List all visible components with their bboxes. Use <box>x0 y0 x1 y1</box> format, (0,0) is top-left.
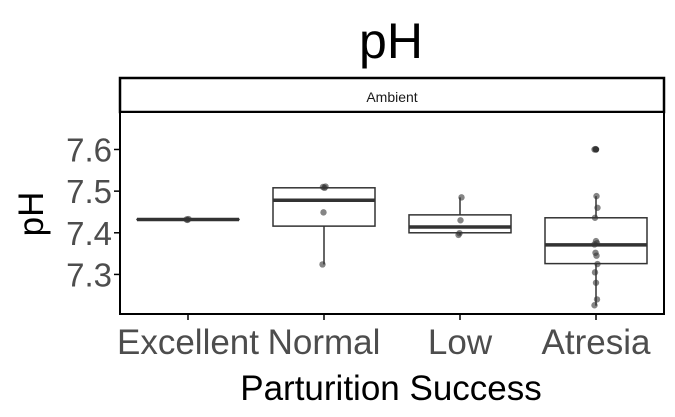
data-point <box>456 230 463 237</box>
data-point <box>593 252 600 259</box>
data-point <box>591 302 598 309</box>
data-point <box>591 241 598 248</box>
chart-title: pH <box>359 13 423 69</box>
box-rect <box>272 187 376 227</box>
data-point <box>319 261 326 268</box>
box-normal <box>272 186 376 265</box>
facet-strip-label: Ambient <box>366 89 417 105</box>
data-point <box>593 296 601 303</box>
y-axis-title: pH <box>12 192 51 237</box>
y-tick-label: 7.4 <box>66 215 112 252</box>
x-tick-label: Excellent <box>117 323 259 362</box>
data-point <box>185 215 192 223</box>
x-tick-label: Atresia <box>542 323 651 362</box>
box-low <box>408 197 512 235</box>
data-point <box>319 183 327 191</box>
data-point <box>592 279 600 286</box>
outlier-point <box>592 146 600 153</box>
data-point <box>591 269 599 276</box>
points-layer <box>183 145 601 309</box>
x-axis-title: Parturition Success <box>240 369 542 408</box>
data-point <box>457 217 464 224</box>
x-axis: Excellent Normal Low Atresia <box>117 314 651 362</box>
data-point <box>591 214 599 221</box>
y-axis: 7.3 7.4 7.5 7.6 <box>66 131 120 293</box>
y-tick-label: 7.3 <box>66 256 112 293</box>
data-point <box>593 192 600 200</box>
y-tick-label: 7.6 <box>66 131 112 168</box>
data-point <box>320 209 327 216</box>
y-tick-label: 7.5 <box>66 173 112 210</box>
x-tick-label: Normal <box>268 323 381 362</box>
panel-border <box>119 111 665 315</box>
data-point <box>594 204 601 211</box>
data-point <box>458 194 465 201</box>
data-point <box>594 260 601 268</box>
x-tick-label: Low <box>428 323 493 362</box>
